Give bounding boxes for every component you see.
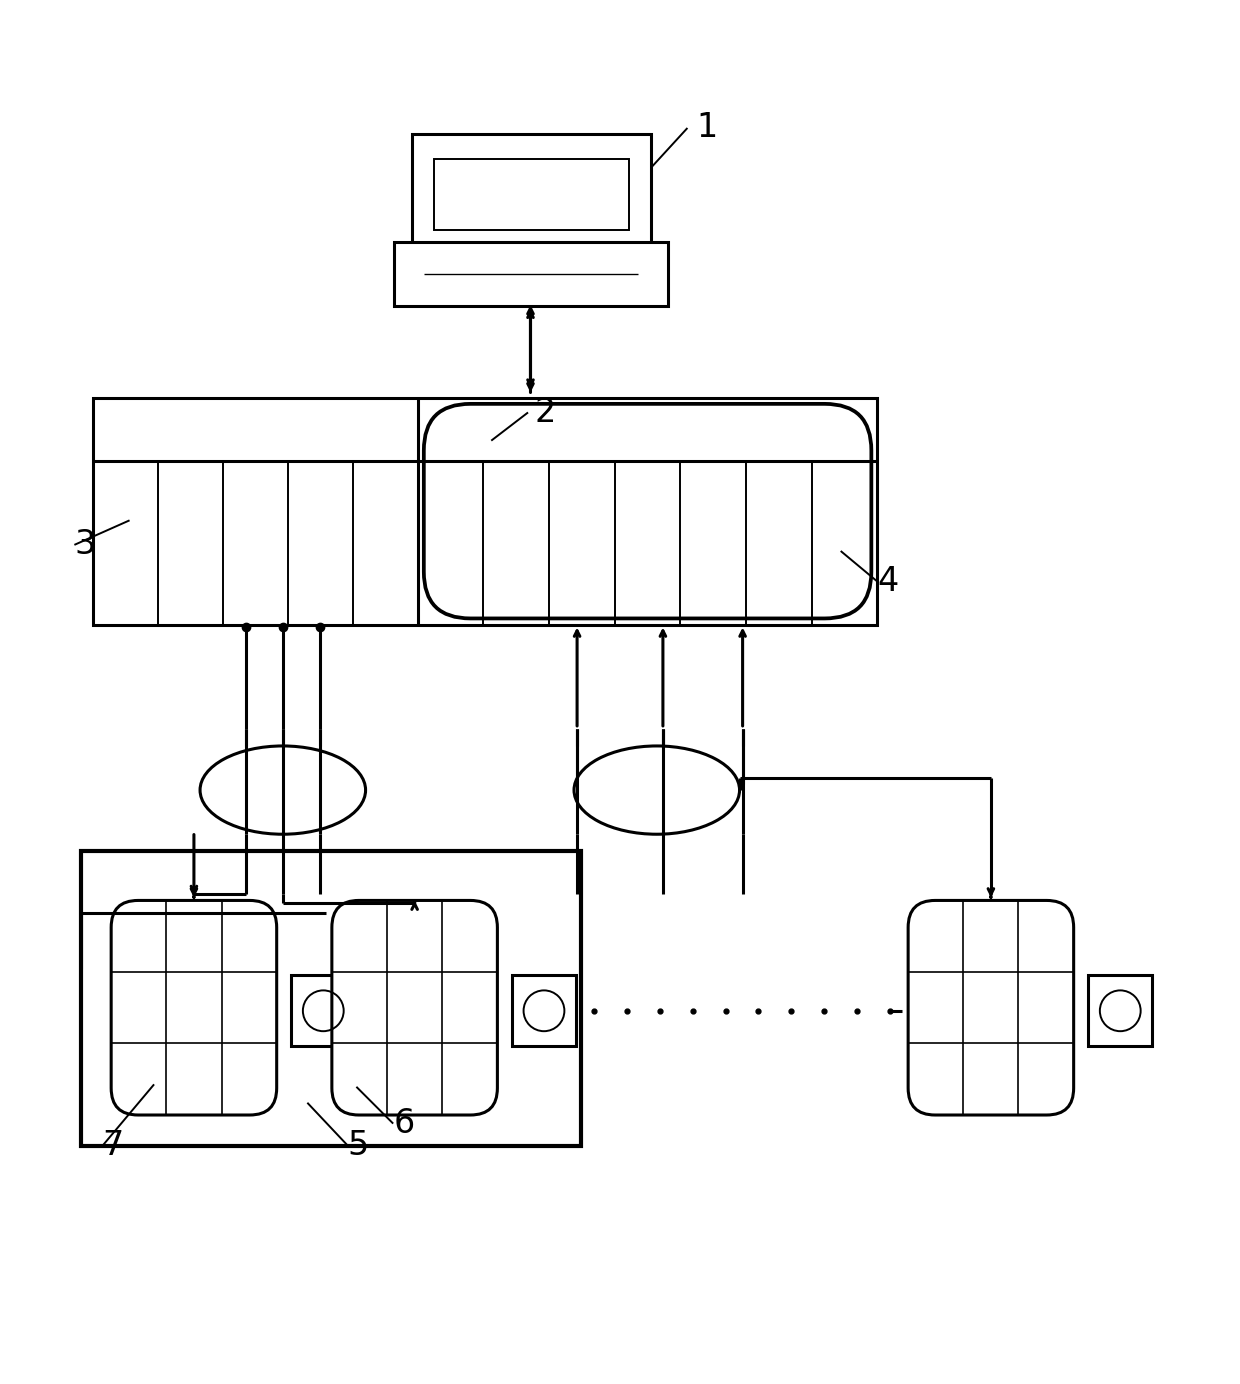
Ellipse shape: [200, 746, 366, 835]
Text: 4: 4: [878, 565, 899, 598]
FancyBboxPatch shape: [93, 397, 878, 624]
Ellipse shape: [574, 746, 739, 835]
Text: 1: 1: [696, 112, 717, 144]
FancyBboxPatch shape: [1089, 976, 1152, 1046]
FancyBboxPatch shape: [434, 159, 629, 230]
Text: 2: 2: [534, 396, 556, 429]
FancyBboxPatch shape: [332, 901, 497, 1116]
FancyBboxPatch shape: [394, 242, 668, 306]
FancyBboxPatch shape: [908, 901, 1074, 1116]
FancyBboxPatch shape: [512, 976, 575, 1046]
Text: 6: 6: [393, 1107, 414, 1140]
FancyBboxPatch shape: [112, 901, 277, 1116]
Text: 5: 5: [347, 1129, 370, 1163]
FancyBboxPatch shape: [412, 134, 651, 246]
Text: 7: 7: [103, 1129, 124, 1163]
FancyBboxPatch shape: [291, 976, 355, 1046]
Text: 3: 3: [74, 529, 95, 562]
